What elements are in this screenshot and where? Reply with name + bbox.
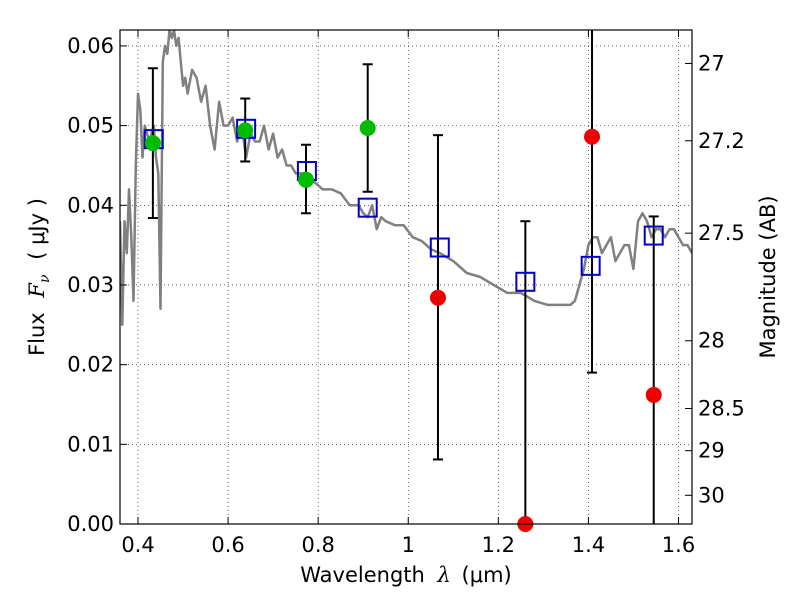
x-tick-label: 0.4 bbox=[121, 533, 154, 557]
y-axis-label: Flux Fν ( μJy ) bbox=[25, 198, 54, 356]
y-tick-label: 0.00 bbox=[67, 512, 114, 536]
y-tick-label: 0.05 bbox=[67, 114, 114, 138]
y-axis-label-text: Flux bbox=[25, 312, 49, 356]
model-spectrum-layer bbox=[120, 30, 692, 327]
x-tick-label: 0.6 bbox=[211, 533, 244, 557]
x-tick-label: 1.4 bbox=[572, 533, 605, 557]
model-photometry-square bbox=[429, 237, 450, 258]
y-axis-label-unit: ( μJy ) bbox=[25, 198, 49, 260]
x-tick-label: 1.2 bbox=[482, 533, 515, 557]
x-axis-label-unit: (μm) bbox=[462, 563, 512, 587]
y-axis-label-symbol: F bbox=[25, 282, 49, 299]
right-axis-label: Magnitude (AB) bbox=[756, 195, 780, 358]
x-tick-label: 1.6 bbox=[662, 533, 695, 557]
nondetection-point bbox=[584, 128, 601, 145]
tick-labels: 0.4 0.6 0.8 1 1.2 1.4 1.6 0.00 0.01 0.02 0.03 0.04 0… bbox=[67, 34, 745, 557]
plot-frame bbox=[119, 29, 693, 525]
y-tick-label: 0.06 bbox=[67, 34, 114, 58]
detection-point bbox=[144, 135, 161, 152]
x-tick-label: 1 bbox=[402, 533, 415, 557]
y-tick-label: 0.03 bbox=[67, 273, 114, 297]
right-tick-label: 28.5 bbox=[698, 396, 745, 420]
right-tick-label: 27 bbox=[698, 51, 725, 75]
right-tick-label: 30 bbox=[698, 483, 725, 507]
y-axis-label-subscript: ν bbox=[37, 274, 53, 283]
model-photometry-square bbox=[643, 225, 664, 246]
y-tick-label: 0.02 bbox=[67, 353, 114, 377]
x-axis-label-text: Wavelength bbox=[300, 563, 425, 587]
axes-frame bbox=[119, 29, 693, 525]
grid bbox=[120, 30, 692, 525]
right-tick-label: 27.2 bbox=[698, 129, 745, 153]
detection-point bbox=[237, 122, 254, 139]
model-spectrum-line bbox=[120, 30, 692, 327]
model-photometry-square bbox=[515, 271, 536, 292]
detection-point bbox=[359, 120, 376, 137]
y-tick-label: 0.01 bbox=[67, 432, 114, 456]
nondetection-point bbox=[645, 386, 662, 403]
nondetection-point bbox=[429, 289, 446, 306]
x-axis-label-symbol: λ bbox=[437, 563, 451, 587]
detection-point bbox=[298, 171, 315, 188]
y-tick-label: 0.04 bbox=[67, 193, 114, 217]
model-photometry-square bbox=[580, 255, 601, 276]
marker-layer bbox=[143, 118, 664, 532]
model-photometry-square bbox=[357, 197, 378, 218]
x-tick-label: 0.8 bbox=[301, 533, 334, 557]
right-tick-label: 27.5 bbox=[698, 221, 745, 245]
right-tick-label: 28 bbox=[698, 329, 725, 353]
right-tick-label: 29 bbox=[698, 439, 725, 463]
x-axis-label: Wavelength λ (μm) bbox=[300, 563, 511, 587]
